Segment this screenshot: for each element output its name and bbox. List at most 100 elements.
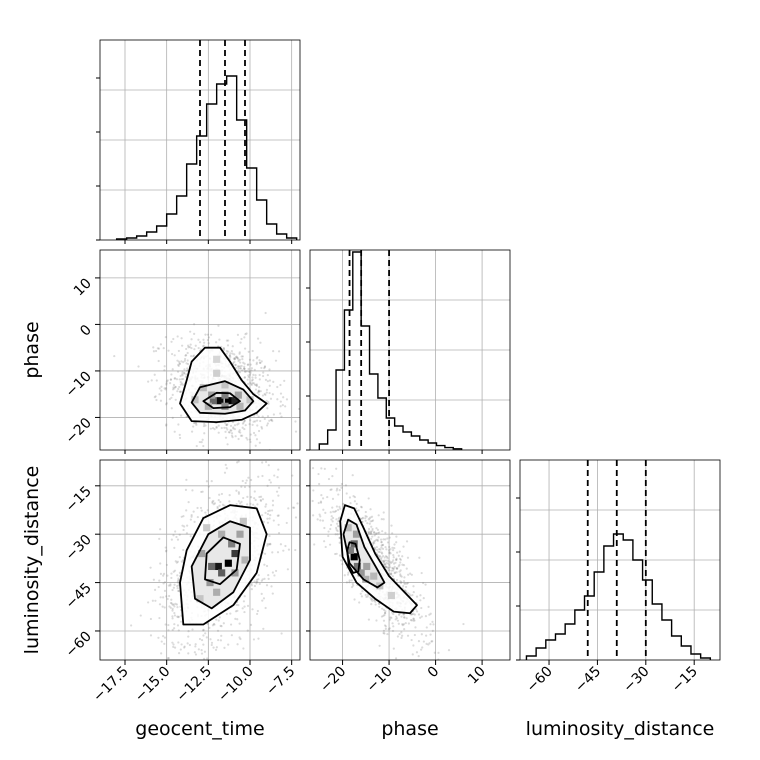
sample-point bbox=[398, 550, 401, 553]
sample-point bbox=[264, 505, 267, 508]
sample-point bbox=[239, 434, 243, 437]
sample-point bbox=[388, 618, 392, 621]
sample-point bbox=[318, 513, 321, 516]
sample-point bbox=[405, 540, 409, 543]
sample-point bbox=[306, 502, 308, 504]
sample-point bbox=[392, 612, 395, 616]
density-bin bbox=[213, 369, 221, 377]
sample-point bbox=[238, 429, 241, 432]
sample-point bbox=[222, 622, 225, 625]
sample-point bbox=[411, 653, 414, 656]
sample-point bbox=[277, 350, 281, 353]
sample-point bbox=[389, 560, 392, 563]
sample-point bbox=[173, 623, 176, 626]
sample-point bbox=[431, 640, 434, 643]
sample-point bbox=[377, 531, 380, 535]
sample-point bbox=[383, 613, 386, 617]
sample-point bbox=[225, 352, 228, 355]
sample-point bbox=[218, 504, 221, 507]
sample-point bbox=[388, 563, 391, 567]
sample-point bbox=[195, 423, 198, 426]
sample-point bbox=[209, 638, 212, 641]
sample-point bbox=[267, 543, 271, 546]
sample-point bbox=[250, 383, 253, 387]
sample-point bbox=[243, 370, 247, 373]
sample-point bbox=[217, 324, 220, 327]
sample-point bbox=[175, 672, 177, 674]
sample-point bbox=[257, 415, 260, 418]
sample-point bbox=[357, 509, 360, 512]
sample-point bbox=[267, 510, 270, 513]
sample-point bbox=[202, 425, 206, 428]
contour-level-3 bbox=[204, 536, 241, 586]
sample-point bbox=[177, 423, 180, 426]
sample-point bbox=[237, 491, 240, 494]
sample-point bbox=[173, 569, 177, 572]
sample-point bbox=[155, 379, 158, 382]
sample-point bbox=[306, 467, 308, 469]
sample-point bbox=[392, 554, 395, 557]
sample-point bbox=[427, 605, 430, 608]
sample-point bbox=[181, 373, 184, 376]
sample-point bbox=[188, 345, 191, 349]
sample-point bbox=[223, 426, 226, 429]
sample-point bbox=[232, 357, 236, 360]
sample-point bbox=[374, 539, 377, 542]
sample-point bbox=[250, 367, 253, 370]
sample-point bbox=[404, 582, 407, 585]
sample-point bbox=[382, 631, 385, 635]
sample-point bbox=[173, 583, 176, 586]
sample-point bbox=[326, 495, 329, 499]
sample-point bbox=[383, 559, 386, 562]
sample-point bbox=[176, 390, 179, 393]
sample-point bbox=[282, 549, 285, 552]
sample-point bbox=[349, 502, 352, 505]
sample-point bbox=[260, 592, 263, 595]
sample-point bbox=[153, 588, 157, 592]
sample-point bbox=[210, 643, 213, 647]
sample-point bbox=[231, 436, 234, 439]
sample-point bbox=[393, 572, 396, 575]
sample-point bbox=[408, 593, 411, 596]
sample-point bbox=[425, 626, 428, 629]
sample-point bbox=[181, 559, 185, 562]
sample-point bbox=[218, 338, 221, 341]
sample-point bbox=[391, 575, 394, 578]
x-axis-label-luminosity-distance: luminosity_distance bbox=[526, 718, 715, 740]
sample-point bbox=[163, 636, 167, 639]
sample-point bbox=[311, 499, 314, 503]
sample-point bbox=[271, 551, 274, 554]
sample-point bbox=[258, 386, 261, 389]
sample-point bbox=[387, 566, 390, 570]
sample-point bbox=[179, 648, 182, 651]
sample-point bbox=[182, 361, 185, 364]
sample-point bbox=[262, 520, 266, 524]
sample-point bbox=[229, 424, 233, 427]
density-bin bbox=[239, 517, 247, 525]
sample-point bbox=[270, 418, 273, 422]
sample-point bbox=[179, 483, 181, 485]
sample-point bbox=[195, 663, 197, 665]
sample-point bbox=[238, 358, 241, 361]
sample-point bbox=[183, 371, 186, 375]
sample-point bbox=[182, 548, 185, 552]
sample-point bbox=[329, 523, 333, 527]
sample-point bbox=[253, 505, 257, 508]
sample-point bbox=[275, 490, 279, 493]
sample-point bbox=[238, 351, 241, 354]
sample-point bbox=[378, 554, 381, 557]
sample-point bbox=[235, 489, 238, 492]
sample-point bbox=[268, 368, 271, 371]
sample-point bbox=[165, 383, 168, 386]
sample-point bbox=[177, 629, 180, 632]
sample-point bbox=[190, 338, 193, 341]
sample-point bbox=[246, 503, 249, 506]
sample-point bbox=[204, 632, 207, 635]
sample-point bbox=[382, 619, 386, 622]
sample-point bbox=[165, 595, 168, 598]
sample-point bbox=[154, 349, 158, 353]
sample-point bbox=[203, 650, 207, 653]
sample-point bbox=[256, 337, 260, 340]
sample-point bbox=[176, 538, 180, 541]
sample-point bbox=[239, 341, 242, 344]
